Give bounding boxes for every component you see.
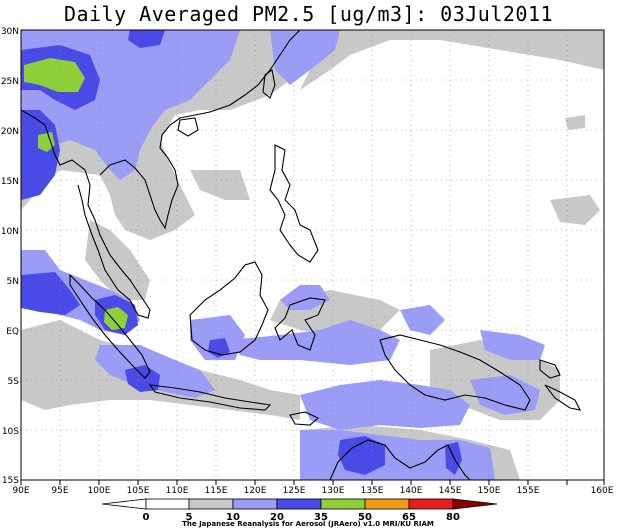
colorbar-swatch xyxy=(276,498,322,510)
pm25-lightblue-region xyxy=(300,380,470,430)
pm25-darkblue-region xyxy=(128,30,165,48)
y-tick-label: 15N xyxy=(1,177,19,187)
colorbar: 0 5 10 20 35 50 65 80 xyxy=(101,498,498,523)
y-tick-label: 20N xyxy=(1,127,19,137)
colorbar-level-label: 35 xyxy=(314,512,328,523)
x-tick-label: 95E xyxy=(51,486,68,496)
x-tick-label: 160E xyxy=(591,486,614,496)
colorbar-swatch xyxy=(364,498,410,510)
x-tick-label: 120E xyxy=(244,486,267,496)
map-frame xyxy=(20,29,605,481)
coast-sumatra xyxy=(69,273,151,379)
credit-text: The Japanese Reanalysis for Aerosol (JRA… xyxy=(182,520,434,528)
colorbar-swatch xyxy=(320,498,366,510)
y-tick-label: EQ xyxy=(6,327,19,337)
x-tick-label: 115E xyxy=(205,486,228,496)
pm25-green-region xyxy=(24,58,85,92)
x-tick-label: 150E xyxy=(478,486,501,496)
x-tick-label: 135E xyxy=(361,486,384,496)
pm25-green-region xyxy=(104,307,128,330)
map-title: Daily Averaged PM2.5 [ug/m3]: 03Jul2011 xyxy=(63,2,554,26)
pm25-darkblue-region xyxy=(445,442,462,475)
x-tick-label: 145E xyxy=(439,486,462,496)
coast-islands-east xyxy=(539,359,581,411)
colorbar-level-label: 0 xyxy=(143,512,150,523)
x-tick-label: 130E xyxy=(322,486,345,496)
colorbar-swatch xyxy=(232,498,278,510)
x-tick-label: 110E xyxy=(166,486,189,496)
coast-sulawesi xyxy=(274,297,326,351)
graticule xyxy=(21,30,604,480)
colorbar-level-label: 80 xyxy=(446,512,460,523)
colorbar-level-label: 20 xyxy=(270,512,284,523)
pm25-gray-region xyxy=(190,170,250,200)
x-axis-labels: 90E 95E 100E 105E 110E 115E 120E 125E 13… xyxy=(12,486,613,496)
y-tick-label: 10S xyxy=(2,427,19,437)
colorbar-level-label: 65 xyxy=(402,512,416,523)
coast-australia xyxy=(329,439,471,480)
pm25-green-region xyxy=(38,132,55,152)
colorbar-level-label: 10 xyxy=(226,512,240,523)
coast-mainland-asia xyxy=(21,30,301,319)
y-tick-label: 10N xyxy=(1,227,19,237)
coast-philippines xyxy=(269,144,319,263)
coast-new-guinea xyxy=(379,334,531,411)
colorbar-level-label: 50 xyxy=(358,512,372,523)
y-tick-label: 25N xyxy=(1,77,19,87)
x-tick-label: 140E xyxy=(400,486,423,496)
coast-timor xyxy=(289,411,320,426)
coastlines xyxy=(21,30,581,480)
pm25-fields xyxy=(21,30,604,480)
pm25-gray-region xyxy=(565,115,585,130)
y-tick-label: 15S xyxy=(2,476,19,486)
x-tick-label: 90E xyxy=(12,486,29,496)
axis-ticks xyxy=(20,480,605,485)
pm25-lightblue-region xyxy=(480,330,545,360)
x-tick-label: 125E xyxy=(283,486,306,496)
pm25-darkblue-region xyxy=(21,272,80,315)
coast-taiwan xyxy=(262,69,276,99)
colorbar-arrow-right xyxy=(452,498,498,510)
y-tick-label: 5S xyxy=(8,377,20,387)
coast-borneo xyxy=(189,261,269,356)
y-axis-labels: 30N 25N 20N 15N 10N 5N EQ 5S 10S 15S xyxy=(1,27,19,486)
y-tick-label: 30N xyxy=(1,27,19,37)
colorbar-swatch xyxy=(188,498,234,510)
pm25-lightblue-region xyxy=(230,320,400,365)
x-tick-label: 100E xyxy=(88,486,111,496)
pm25-darkblue-region xyxy=(338,436,385,475)
y-tick-label: 5N xyxy=(7,277,19,287)
colorbar-level-label: 5 xyxy=(186,512,193,523)
x-tick-label: 105E xyxy=(127,486,150,496)
coast-java xyxy=(148,384,272,411)
pm25-gray-region xyxy=(550,195,600,225)
colorbar-swatch xyxy=(145,498,190,510)
pm25-lightblue-region xyxy=(400,305,445,335)
x-tick-label: 155E xyxy=(517,486,540,496)
coast-hainan xyxy=(177,117,199,137)
pm25-lightblue-region xyxy=(470,375,540,415)
colorbar-swatch xyxy=(408,498,454,510)
colorbar-arrow-left xyxy=(101,498,147,510)
